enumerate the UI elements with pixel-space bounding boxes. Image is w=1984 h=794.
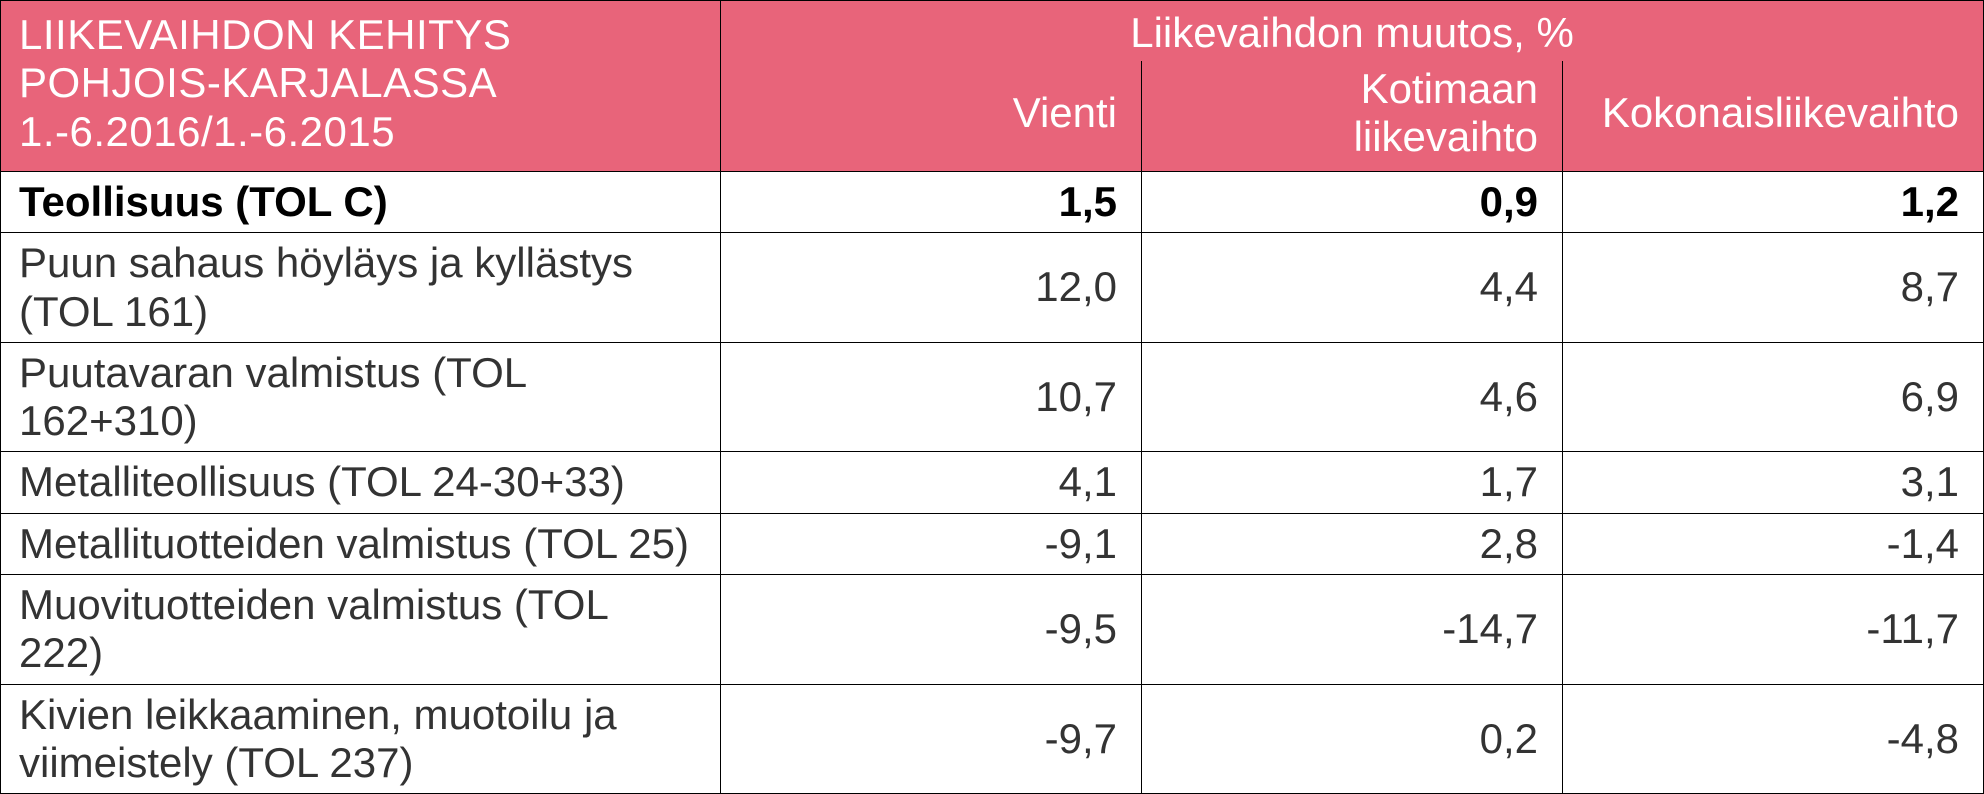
row-label: Muovituotteiden valmistus (TOL 222) [1,575,721,685]
row-label: Kivien leikkaaminen, muotoilu ja viimeis… [1,684,721,794]
table-row: Muovituotteiden valmistus (TOL 222)-9,5-… [1,575,1984,685]
cell-kotimaa: 4,4 [1142,233,1563,343]
table-row: Metallituotteiden valmistus (TOL 25)-9,1… [1,513,1984,574]
col-vienti: Vienti [721,61,1142,172]
table-row: Kivien leikkaaminen, muotoilu ja viimeis… [1,684,1984,794]
table-row: Puutavaran valmistus (TOL 162+310)10,74,… [1,342,1984,452]
group-header: Liikevaihdon muutos, % [721,1,1984,62]
cell-kokonais: 6,9 [1563,342,1984,452]
cell-kotimaa: 0,2 [1142,684,1563,794]
row-label: Metalliteollisuus (TOL 24-30+33) [1,452,721,513]
cell-kotimaa: 2,8 [1142,513,1563,574]
row-label: Teollisuus (TOL C) [1,172,721,233]
table-header: LIIKEVAIHDON KEHITYS POHJOIS-KARJALASSA … [1,1,1984,172]
cell-vienti: -9,5 [721,575,1142,685]
table-row: Teollisuus (TOL C)1,50,91,2 [1,172,1984,233]
cell-vienti: 4,1 [721,452,1142,513]
cell-kokonais: -4,8 [1563,684,1984,794]
cell-kotimaa: -14,7 [1142,575,1563,685]
cell-vienti: -9,7 [721,684,1142,794]
cell-kokonais: 1,2 [1563,172,1984,233]
cell-kotimaa: 1,7 [1142,452,1563,513]
col-kokonais: Kokonaisliikevaihto [1563,61,1984,172]
cell-vienti: 10,7 [721,342,1142,452]
cell-kotimaa: 4,6 [1142,342,1563,452]
table-body: Teollisuus (TOL C)1,50,91,2Puun sahaus h… [1,172,1984,794]
row-label: Metallituotteiden valmistus (TOL 25) [1,513,721,574]
row-label: Puun sahaus höyläys ja kyllästys (TOL 16… [1,233,721,343]
title-line-1: LIIKEVAIHDON KEHITYS POHJOIS-KARJALASSA [19,11,511,106]
cell-kotimaa: 0,9 [1142,172,1563,233]
cell-kokonais: -11,7 [1563,575,1984,685]
cell-kokonais: 8,7 [1563,233,1984,343]
revenue-table: LIIKEVAIHDON KEHITYS POHJOIS-KARJALASSA … [0,0,1984,794]
cell-kokonais: 3,1 [1563,452,1984,513]
cell-vienti: -9,1 [721,513,1142,574]
table-row: Metalliteollisuus (TOL 24-30+33)4,11,73,… [1,452,1984,513]
title-line-2: 1.-6.2016/1.-6.2015 [19,108,395,155]
cell-kokonais: -1,4 [1563,513,1984,574]
cell-vienti: 1,5 [721,172,1142,233]
cell-vienti: 12,0 [721,233,1142,343]
col-kotimaa: Kotimaan liikevaihto [1142,61,1563,172]
table-title: LIIKEVAIHDON KEHITYS POHJOIS-KARJALASSA … [1,1,721,172]
table-row: Puun sahaus höyläys ja kyllästys (TOL 16… [1,233,1984,343]
row-label: Puutavaran valmistus (TOL 162+310) [1,342,721,452]
